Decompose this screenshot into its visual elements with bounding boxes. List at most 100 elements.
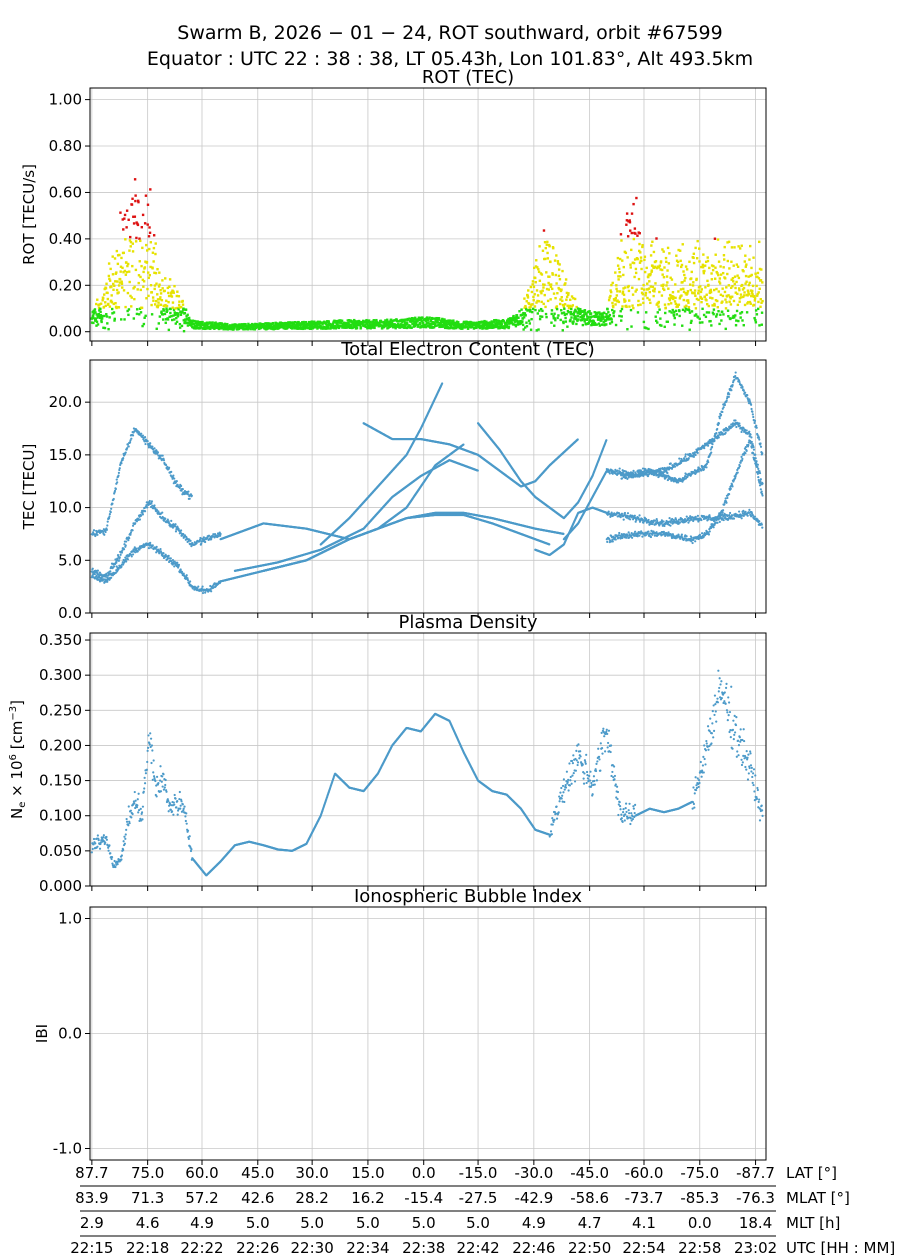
rot-point — [553, 324, 556, 327]
rot-point — [345, 322, 348, 325]
rot-point — [610, 318, 613, 321]
rot-point — [708, 266, 711, 270]
tec-point — [173, 560, 176, 563]
tec-point — [120, 462, 123, 465]
rot-point — [119, 270, 122, 273]
rot-point — [680, 294, 683, 297]
rot-point — [113, 257, 117, 260]
rot-point — [160, 310, 163, 313]
rot-point — [675, 305, 678, 309]
rot-point — [164, 303, 167, 307]
rot-point — [653, 290, 656, 293]
tec-point — [202, 536, 205, 539]
rot-point — [734, 286, 737, 290]
rot-point — [406, 322, 409, 325]
rot-point — [312, 325, 315, 329]
rot-point — [641, 297, 645, 300]
rot-point — [168, 278, 172, 281]
rot-point — [112, 282, 115, 286]
rot-point — [732, 264, 735, 267]
tec-point — [104, 530, 107, 534]
tec-point — [129, 533, 132, 536]
rot-point — [569, 298, 572, 302]
rot-point — [515, 314, 519, 317]
rot-point — [118, 278, 122, 281]
rot-point — [760, 311, 764, 314]
rot-point — [116, 262, 120, 266]
tec-point — [210, 538, 213, 541]
rot-point — [554, 318, 557, 322]
rot-point — [361, 324, 365, 327]
rot-point — [133, 297, 136, 301]
rot-point — [98, 309, 101, 312]
rot-point — [489, 323, 493, 326]
rot-point — [172, 291, 175, 294]
rot-point — [618, 290, 622, 293]
rot-point — [710, 278, 714, 281]
rot-point — [624, 299, 627, 303]
rot-point — [562, 311, 566, 314]
rot-point — [178, 300, 181, 303]
rot-point — [283, 325, 286, 329]
rot-point — [492, 320, 496, 323]
tec-point — [146, 440, 149, 443]
rot-point — [744, 282, 747, 285]
tec-series-arc1 — [90, 499, 222, 579]
rot-point — [107, 274, 111, 278]
rot-point — [603, 311, 606, 315]
rot-point — [435, 319, 439, 322]
rot-point — [134, 268, 138, 272]
rot-point — [470, 321, 474, 324]
rot-point — [452, 321, 455, 324]
rot-point — [527, 289, 530, 292]
rot-point — [103, 287, 106, 291]
rot-point — [758, 267, 762, 271]
rot-point — [151, 267, 154, 270]
rot-point — [714, 253, 717, 256]
rot-point — [115, 249, 119, 253]
tec-point — [111, 502, 114, 505]
rot-point — [315, 325, 319, 329]
rot-point — [303, 322, 306, 325]
rot-point — [157, 301, 160, 304]
rot-point — [703, 264, 707, 267]
rot-point — [718, 277, 722, 280]
tec-point — [117, 471, 120, 474]
rot-point — [522, 311, 525, 315]
rot-point — [563, 307, 566, 310]
rot-point — [327, 320, 330, 324]
rot-point — [521, 320, 524, 323]
rot-point — [702, 271, 706, 275]
rot-point — [103, 326, 107, 330]
tec-point — [112, 497, 115, 501]
rot-point — [156, 298, 160, 301]
tec-point — [122, 456, 125, 460]
rot-point — [735, 263, 739, 266]
tec-point — [189, 539, 192, 542]
rot-point — [737, 245, 740, 248]
rot-point — [338, 325, 342, 328]
rot-point — [534, 308, 537, 312]
rot-point — [525, 321, 528, 324]
rot-point — [176, 290, 179, 293]
rot-point — [497, 322, 501, 325]
rot-point — [429, 318, 433, 322]
rot-point — [571, 312, 574, 316]
rot-point — [677, 290, 680, 293]
rot-point — [752, 256, 755, 259]
rot-point — [667, 297, 671, 300]
rot-point — [482, 326, 485, 330]
rot-point — [718, 280, 721, 283]
rot-point — [153, 284, 157, 287]
figure-title-line1: Swarm B, 2026 − 01 − 24, ROT southward, … — [177, 22, 723, 44]
tec-point — [164, 464, 168, 467]
rot-point — [721, 287, 724, 290]
rot-point — [144, 243, 148, 247]
rot-point — [122, 270, 125, 274]
rot-point — [753, 294, 756, 298]
rot-point — [374, 322, 377, 325]
rot-point — [124, 305, 127, 309]
rot-point — [742, 324, 745, 327]
rot-point — [681, 281, 684, 284]
rot-point — [529, 328, 533, 331]
